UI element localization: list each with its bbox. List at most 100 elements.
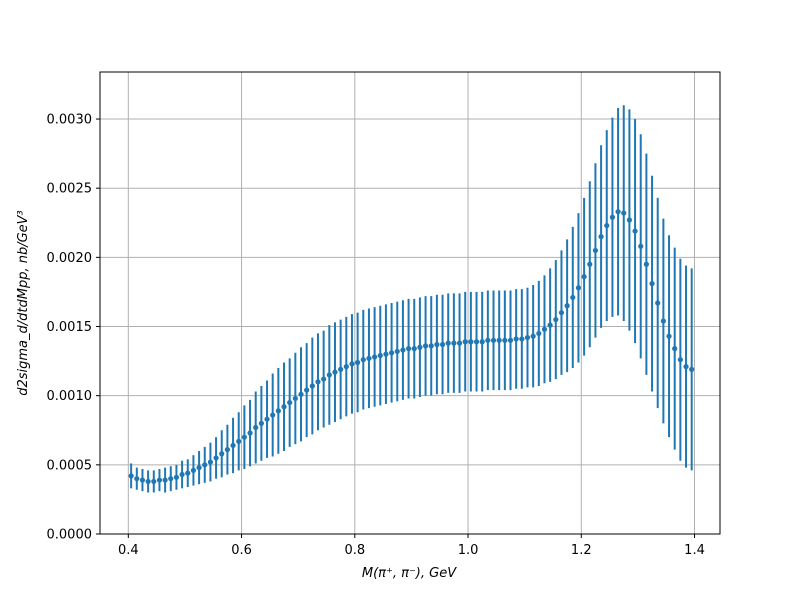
data-point <box>315 379 321 385</box>
y-tick-label: 0.0005 <box>47 458 93 473</box>
data-point <box>587 261 593 267</box>
y-axis-ticks: 0.0000 0.0005 0.0010 0.0015 0.0020 0.0025 0.00… <box>47 113 100 543</box>
data-point <box>502 337 508 343</box>
data-point <box>304 387 310 393</box>
data-point <box>564 303 570 309</box>
data-point <box>202 462 208 468</box>
data-point <box>292 395 298 402</box>
data-point <box>473 339 480 345</box>
data-point <box>439 341 446 348</box>
data-point <box>168 476 174 482</box>
data-point <box>281 404 287 410</box>
data-point <box>185 470 191 476</box>
data-point <box>428 343 434 349</box>
data-point <box>507 337 514 343</box>
data-point <box>360 357 366 363</box>
data-point <box>434 341 440 348</box>
data-point <box>677 357 683 363</box>
data-point <box>128 473 134 479</box>
data-point <box>139 477 146 483</box>
data-point <box>519 336 525 342</box>
error-bars <box>130 105 693 493</box>
data-point <box>547 322 553 328</box>
data-point <box>575 285 582 291</box>
plot-frame <box>99 71 721 535</box>
data-point <box>309 383 315 389</box>
data-point <box>609 214 616 220</box>
data-point <box>445 340 451 346</box>
data-point <box>388 350 395 356</box>
x-tick-label: 0.8 <box>344 543 365 558</box>
data-point <box>553 316 559 323</box>
data-point <box>451 340 457 346</box>
y-tick-label: 0.0015 <box>47 320 93 335</box>
data-point <box>479 339 485 345</box>
data-point <box>207 459 214 465</box>
data-point <box>394 348 400 355</box>
data-point <box>592 247 599 254</box>
y-tick-label: 0.0010 <box>47 389 93 404</box>
data-point <box>219 451 225 457</box>
data-point <box>643 261 649 267</box>
data-point <box>326 372 332 378</box>
data-point <box>287 399 293 406</box>
data-point <box>383 351 389 357</box>
data-point <box>366 355 372 361</box>
data-point <box>377 352 383 359</box>
y-tick-label: 0.0000 <box>47 528 93 543</box>
data-point <box>626 217 633 223</box>
data-points <box>128 209 695 485</box>
data-point <box>638 243 644 249</box>
data-point <box>343 364 349 370</box>
data-point <box>530 333 536 339</box>
data-point <box>213 455 219 461</box>
data-point <box>134 476 140 482</box>
data-point <box>411 346 417 352</box>
y-axis-label: d2sigma_d/dtdMpp, nb/GeV³ <box>16 210 31 396</box>
y-tick-label: 0.0020 <box>47 251 93 266</box>
y-tick-label: 0.0030 <box>47 113 93 128</box>
data-point <box>145 478 151 485</box>
data-point <box>338 366 344 372</box>
data-point <box>190 467 197 473</box>
data-point <box>689 366 695 372</box>
data-point <box>456 340 463 346</box>
data-point <box>468 339 474 345</box>
data-point <box>196 465 202 471</box>
data-point <box>683 364 689 370</box>
data-point <box>570 294 576 301</box>
data-point <box>422 343 429 349</box>
data-point <box>372 354 378 360</box>
data-point <box>400 347 406 353</box>
grid-lines <box>100 72 720 535</box>
data-point <box>241 434 247 440</box>
data-point <box>604 222 610 229</box>
x-tick-label: 0.6 <box>231 543 252 558</box>
x-tick-label: 0.4 <box>118 543 139 558</box>
data-point <box>536 330 542 337</box>
data-point <box>270 412 276 418</box>
data-point <box>162 477 168 483</box>
data-point <box>173 474 180 480</box>
x-tick-label: 1.0 <box>458 543 479 558</box>
data-point <box>485 337 491 343</box>
data-point <box>496 337 502 343</box>
data-point <box>349 361 355 367</box>
x-axis-ticks: 0.4 0.6 0.8 1.0 1.2 1.4 <box>118 534 705 558</box>
x-tick-label: 1.4 <box>684 543 705 558</box>
data-point <box>247 430 253 436</box>
data-point <box>672 346 678 352</box>
data-point <box>615 209 621 215</box>
data-point <box>321 376 327 382</box>
data-point <box>598 234 604 240</box>
data-point <box>524 334 531 341</box>
data-point <box>558 310 565 316</box>
data-point <box>264 416 270 422</box>
data-point <box>513 336 519 342</box>
data-point <box>405 346 412 352</box>
y-tick-label: 0.0025 <box>47 182 93 197</box>
data-point <box>462 339 468 345</box>
data-point <box>490 337 497 343</box>
data-point <box>298 391 304 397</box>
